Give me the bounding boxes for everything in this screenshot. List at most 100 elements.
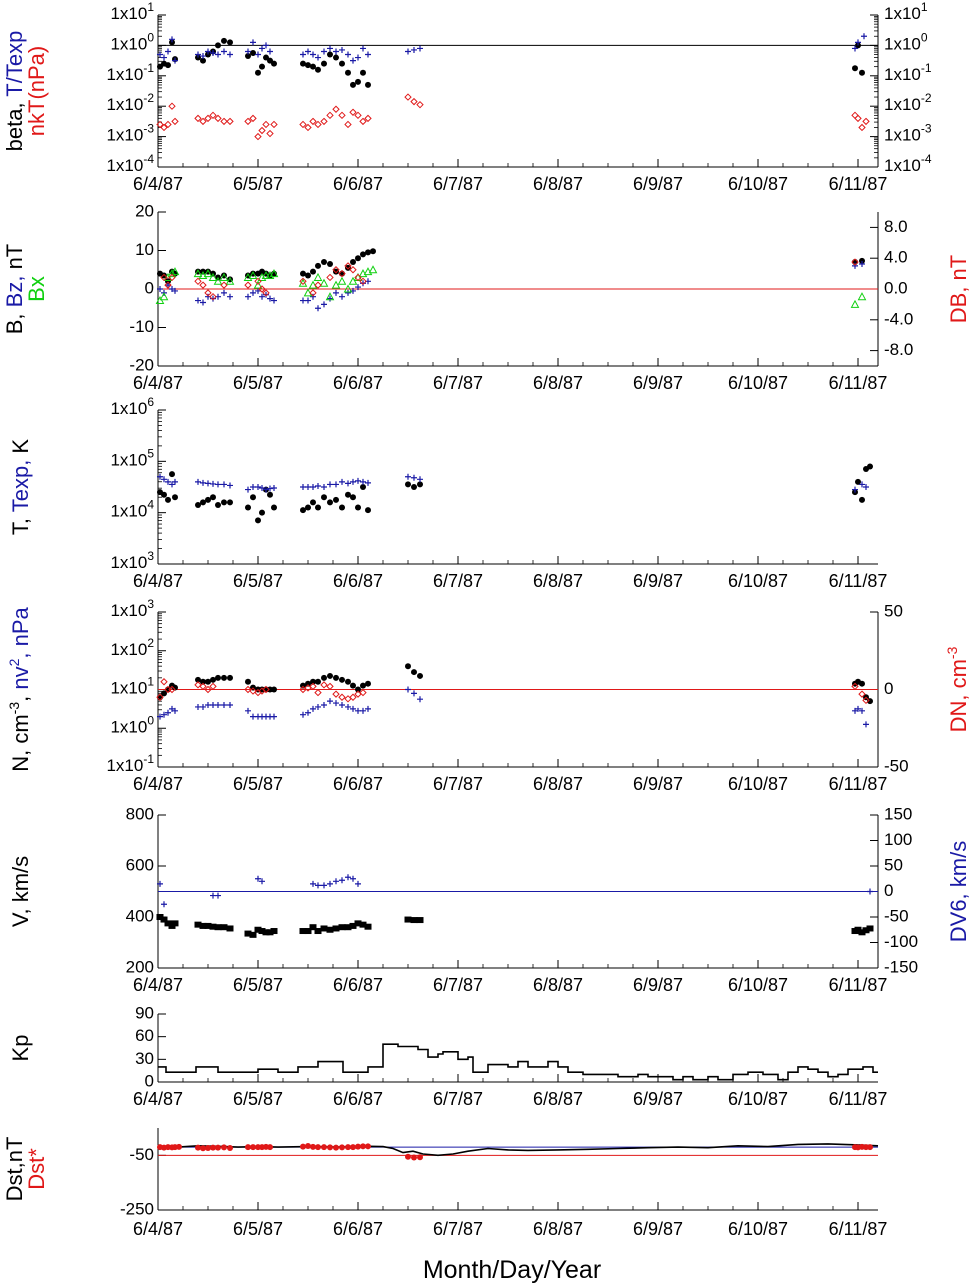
data-point [226, 925, 234, 932]
data-point [305, 272, 311, 279]
data-point [355, 1143, 361, 1150]
data-point [344, 262, 352, 270]
series-1 [156, 914, 874, 938]
data-point [259, 293, 265, 300]
data-point [221, 48, 227, 55]
data-point [348, 276, 358, 285]
data-point [160, 123, 168, 132]
series-1 [158, 1043, 878, 1081]
data-point [165, 62, 171, 69]
data-point [168, 102, 176, 110]
y-tick-label-right: 1x100 [884, 31, 928, 54]
data-point [338, 111, 346, 120]
data-point [405, 663, 411, 670]
data-point [360, 484, 366, 490]
data-point [333, 674, 339, 681]
data-point [359, 277, 367, 286]
data-point [314, 281, 322, 289]
data-point [370, 248, 376, 255]
panel-2: 6/4/87 6/5/87 6/6/87 6/7/87 6/8/87 6/9/87 6/10… [133, 211, 887, 393]
x-tick-label: 6/6/87 [333, 774, 383, 794]
data-point [259, 45, 265, 52]
data-point [200, 1145, 206, 1152]
data-point [333, 700, 339, 707]
data-point [359, 117, 367, 126]
x-tick-label: 6/9/87 [633, 774, 683, 794]
data-point [365, 81, 371, 88]
data-point [338, 693, 346, 701]
data-point [365, 507, 371, 514]
x-tick-label: 6/11/87 [829, 774, 888, 794]
data-point [345, 51, 351, 58]
data-point [339, 676, 345, 683]
data-point [204, 289, 212, 297]
data-point [321, 48, 327, 55]
data-point [157, 713, 163, 720]
data-point [305, 297, 311, 304]
data-point [350, 682, 356, 689]
y-tick-label-right: 150 [884, 804, 912, 823]
data-point [862, 927, 870, 934]
data-point [267, 1144, 273, 1151]
data-point [360, 682, 366, 689]
data-point [350, 259, 356, 266]
data-point [345, 69, 351, 76]
data-point [263, 291, 269, 298]
data-point [852, 65, 858, 72]
series-2 [157, 33, 867, 64]
x-tick-label: 6/5/87 [233, 174, 283, 194]
data-point [221, 702, 227, 708]
data-point [339, 504, 345, 511]
x-tick-label: 6/11/87 [829, 975, 888, 995]
x-tick-label: 6/4/87 [133, 975, 183, 995]
x-tick-label: 6/11/87 [829, 1219, 888, 1239]
x-tick-label: 6/7/87 [433, 373, 483, 393]
data-point [266, 929, 274, 936]
data-point [309, 924, 317, 931]
data-point [405, 686, 411, 693]
data-point [310, 293, 316, 300]
data-point [161, 491, 167, 498]
data-point [315, 703, 321, 710]
data-point [355, 78, 361, 85]
data-point [339, 702, 345, 708]
data-point [300, 507, 306, 514]
data-point [327, 45, 333, 52]
data-point [345, 1144, 351, 1151]
data-point [210, 676, 216, 683]
data-point [339, 46, 345, 53]
data-point [248, 270, 258, 280]
y-axis-label-2: Dst* [24, 1148, 49, 1190]
x-tick-label: 6/8/87 [533, 774, 583, 794]
data-point [244, 281, 252, 289]
data-point [350, 57, 356, 64]
data-point [365, 249, 371, 256]
data-point [271, 686, 277, 693]
data-point [304, 123, 312, 132]
data-point [360, 707, 366, 714]
data-point [169, 36, 175, 43]
data-point [350, 875, 356, 882]
y-tick-label-right: 0 [884, 679, 893, 698]
y-tick-label-right: 1x10-4 [884, 152, 932, 175]
data-point [156, 914, 164, 920]
data-point [858, 929, 866, 936]
data-point [209, 292, 217, 301]
data-point [345, 703, 351, 710]
data-point [250, 289, 256, 296]
data-point [255, 517, 261, 524]
data-point [245, 48, 251, 55]
data-point [355, 477, 361, 484]
data-point [214, 114, 222, 123]
data-point [161, 711, 167, 718]
y-tick-label-right: -50 [884, 906, 909, 925]
data-point [339, 877, 345, 884]
x-tick-label: 6/6/87 [333, 1219, 383, 1239]
data-point [349, 108, 357, 116]
data-point [270, 928, 278, 935]
data-point [271, 504, 277, 511]
data-point [333, 54, 339, 61]
data-point [210, 50, 216, 56]
data-point [339, 478, 345, 485]
data-point [171, 117, 179, 126]
